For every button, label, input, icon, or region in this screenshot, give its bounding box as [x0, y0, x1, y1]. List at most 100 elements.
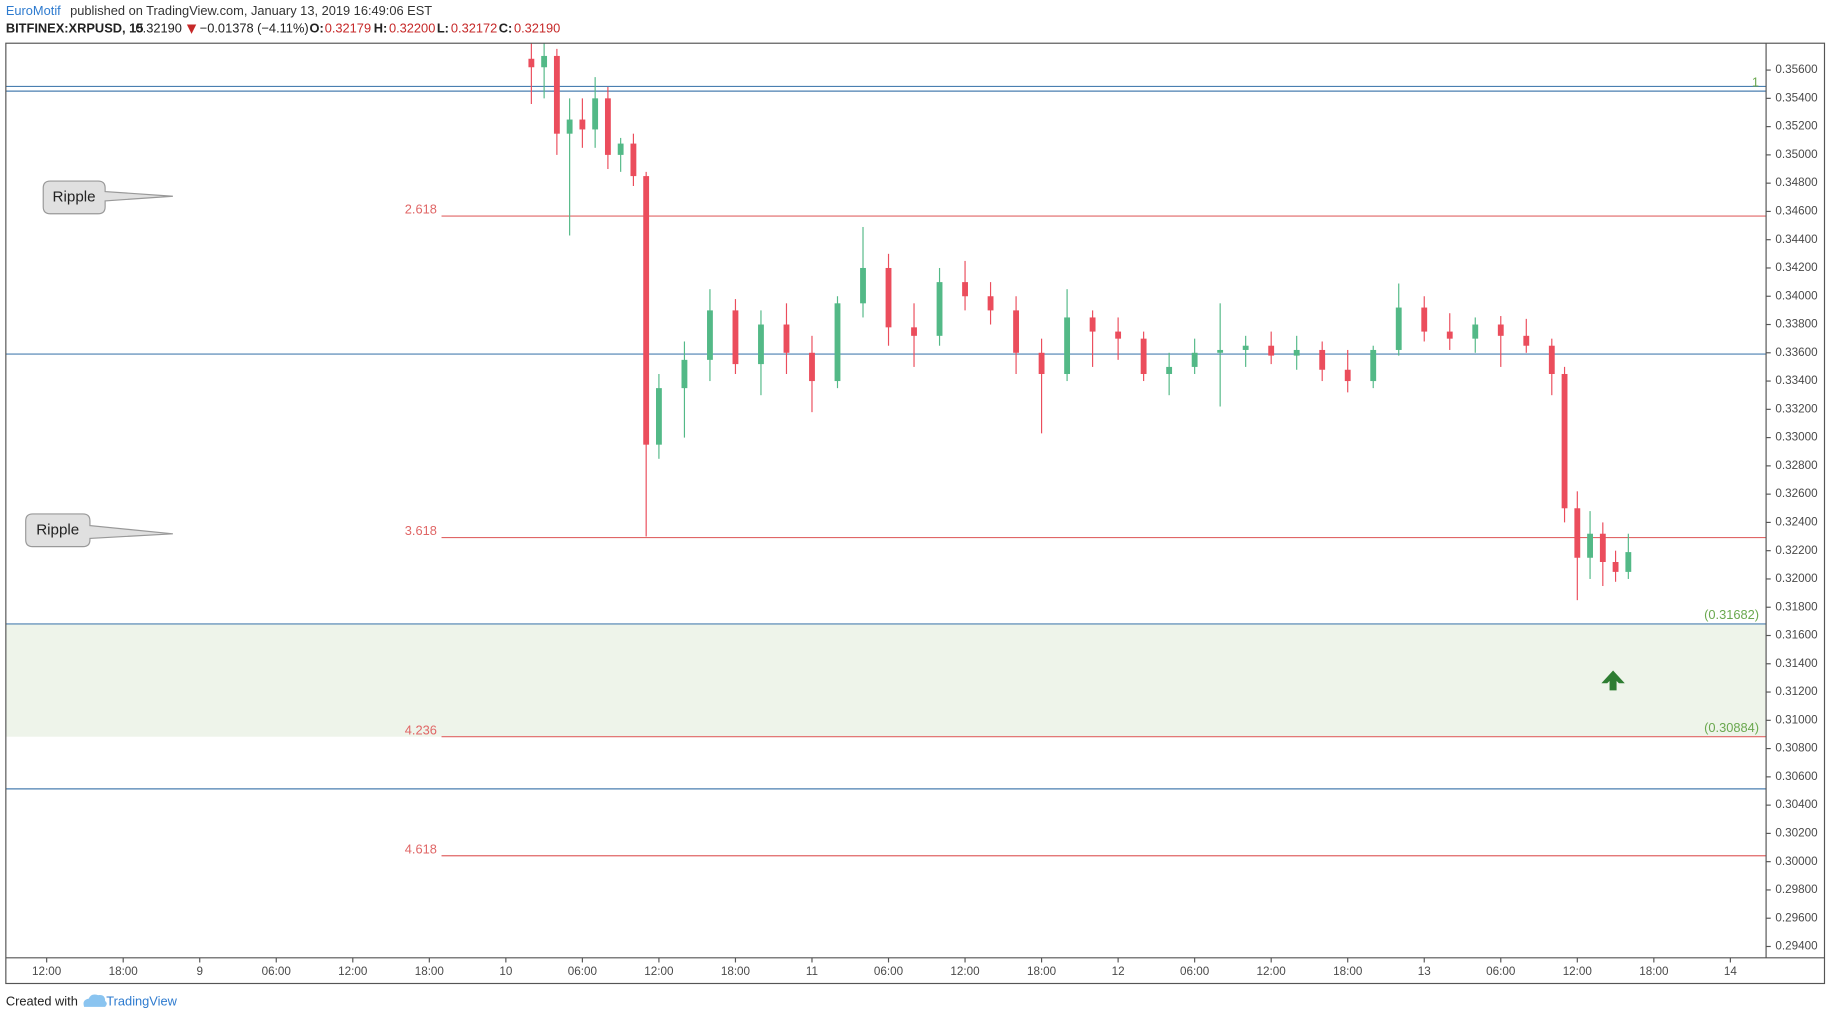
x-tick-label: 18:00 — [721, 965, 751, 978]
footer-brand[interactable]: TradingView — [106, 994, 177, 1009]
frame — [5, 42, 1826, 985]
y-tick-label: 0.32000 — [1775, 572, 1818, 585]
candle — [834, 296, 841, 389]
candle-body — [1217, 349, 1224, 353]
candle — [630, 133, 637, 186]
candle — [707, 289, 713, 382]
high-label: H: — [374, 21, 388, 36]
candle — [758, 310, 764, 396]
candle-body — [783, 324, 790, 353]
candle-body — [732, 310, 739, 365]
candle-body — [936, 282, 943, 336]
fib-label: 3.618 — [405, 523, 437, 538]
x-tick-label: 12 — [1112, 965, 1125, 978]
y-tick-label: 0.33000 — [1775, 431, 1818, 444]
candle — [1013, 296, 1019, 374]
change: −0.01378 (−4.11%) — [200, 21, 309, 36]
candle — [566, 98, 573, 236]
callout-shape — [25, 513, 173, 548]
x-tick-label: 10 — [499, 965, 512, 978]
candle-body — [1625, 552, 1632, 572]
y-tick-label: 0.30200 — [1775, 826, 1818, 839]
candle-body — [617, 143, 624, 155]
candle — [783, 303, 790, 374]
candle — [1395, 283, 1402, 356]
candle-body — [1038, 352, 1045, 374]
candle-body — [911, 327, 917, 336]
candle-body — [987, 296, 994, 311]
callout: Ripple — [42, 180, 173, 215]
candle-body — [1064, 317, 1071, 374]
fib-label: 4.236 — [405, 722, 437, 737]
candle-body — [1319, 349, 1326, 370]
candle — [553, 48, 560, 155]
candle-body — [1395, 307, 1402, 350]
x-tick-label: 18:00 — [109, 965, 139, 978]
candle-body — [1587, 533, 1593, 558]
candle — [681, 341, 688, 438]
y-tick-label: 0.30000 — [1775, 855, 1818, 868]
x-tick-label: 06:00 — [874, 965, 904, 978]
candle-body — [1115, 331, 1122, 339]
x-tick-label: 14 — [1724, 965, 1737, 978]
published: published on TradingView.com, January 13… — [70, 3, 432, 18]
candle — [1191, 338, 1198, 374]
y-tick-label: 0.31200 — [1775, 685, 1818, 698]
candle-body — [579, 119, 586, 130]
y-tick-label: 0.32400 — [1775, 515, 1818, 528]
candle-body — [860, 267, 866, 304]
candle — [1548, 338, 1555, 396]
candle — [1242, 335, 1249, 367]
candle — [541, 43, 548, 99]
candle-body — [1446, 331, 1453, 339]
logo[interactable] — [83, 994, 107, 1007]
candle — [885, 253, 892, 346]
candle — [656, 373, 662, 459]
candle-body — [1421, 307, 1428, 332]
y-tick-label: 0.32800 — [1775, 459, 1818, 472]
close-label: C: — [499, 21, 513, 36]
callout-text: Ripple — [53, 188, 96, 205]
fib-label: 4.618 — [405, 841, 437, 856]
y-tick-label: 0.29800 — [1775, 883, 1818, 896]
candle-body — [1166, 366, 1173, 374]
callout-text: Ripple — [36, 521, 79, 538]
x-tick-label: 18:00 — [1027, 965, 1057, 978]
author[interactable]: EuroMotif — [6, 3, 61, 18]
x-tick-label: 12:00 — [32, 965, 62, 978]
y-tick-label: 0.29600 — [1775, 911, 1818, 924]
candle — [809, 335, 815, 413]
candle — [1064, 289, 1071, 382]
candle-body — [1561, 373, 1568, 509]
y-tick-label: 0.33200 — [1775, 402, 1818, 415]
candle — [528, 43, 535, 105]
candle-body — [758, 324, 764, 365]
open: 0.32179 — [325, 21, 371, 36]
y-tick-label: 0.30600 — [1775, 770, 1818, 783]
x-tick-label: 18:00 — [1333, 965, 1363, 978]
candle — [1625, 533, 1632, 579]
clip-group — [5, 43, 1767, 857]
low-label: L: — [437, 21, 449, 36]
candle-body — [656, 388, 662, 445]
candle — [962, 260, 968, 311]
candle — [1319, 341, 1326, 382]
down-icon — [186, 24, 197, 34]
x-tick-label: 12:00 — [1563, 965, 1593, 978]
candle — [1421, 296, 1428, 342]
candle-body — [541, 55, 548, 68]
x-tick-label: 06:00 — [1180, 965, 1210, 978]
candle-body — [1242, 345, 1249, 350]
fib-label: 2.618 — [405, 202, 437, 217]
candle — [1166, 352, 1173, 396]
candle — [1140, 331, 1147, 382]
candle — [1268, 331, 1275, 365]
x-tick-label: 12:00 — [1257, 965, 1287, 978]
fib-label: 1 — [1752, 74, 1759, 89]
y-tick-label: 0.31000 — [1775, 713, 1818, 726]
candle — [1089, 310, 1096, 367]
x-tick-label: 11 — [806, 965, 818, 978]
y-tick-label: 0.32600 — [1775, 487, 1818, 500]
candle-body — [1612, 561, 1619, 572]
